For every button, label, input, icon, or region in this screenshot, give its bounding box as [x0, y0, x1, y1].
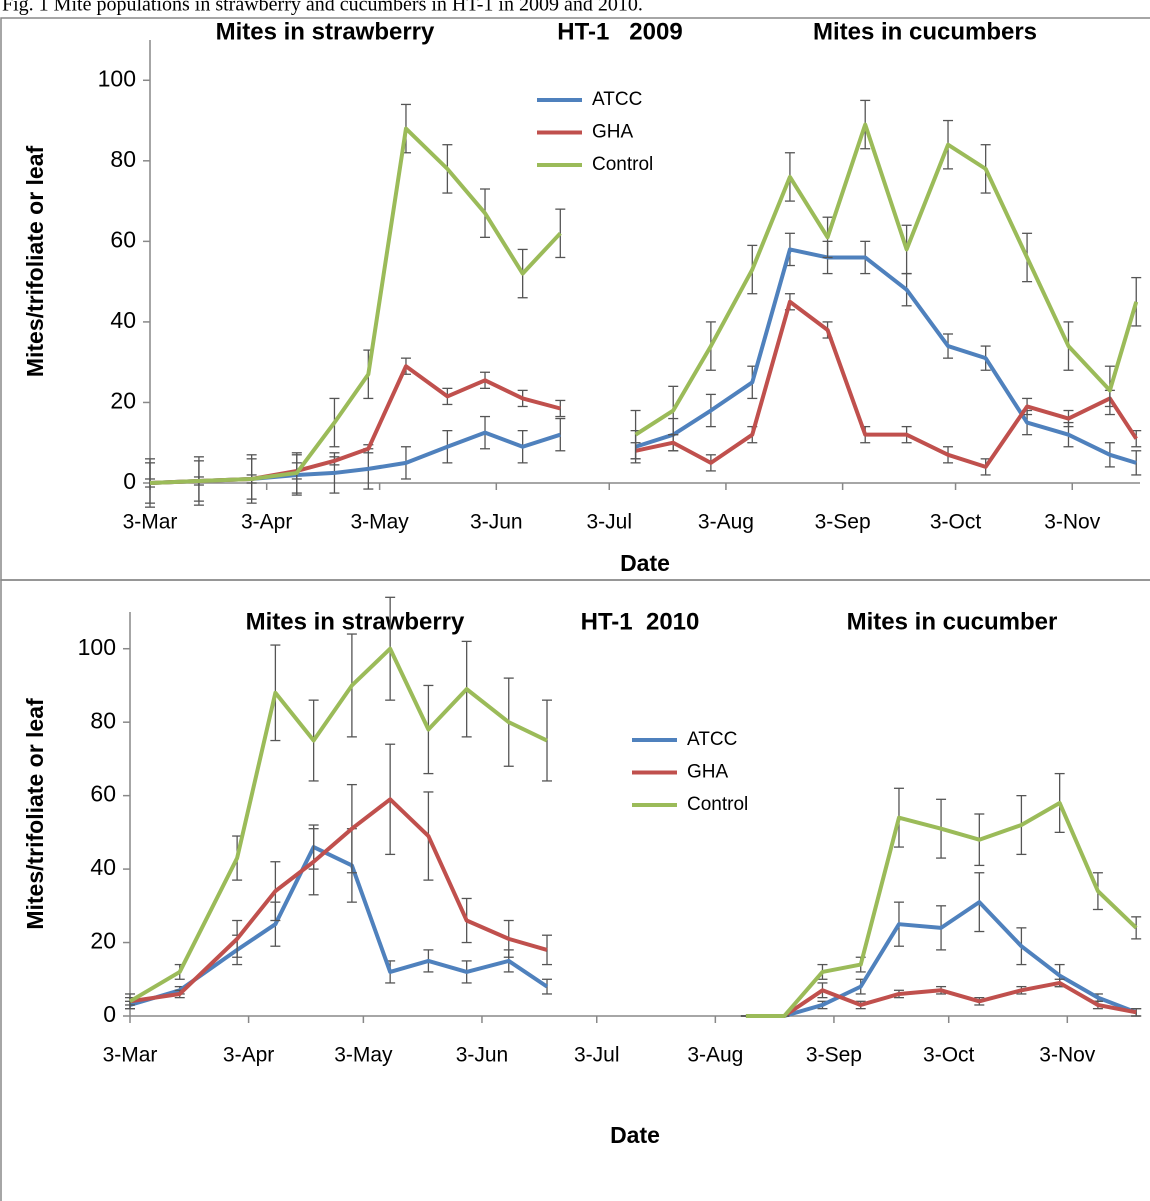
x-tick-label: 3-Mar: [123, 511, 178, 534]
x-axis-label: Date: [610, 1122, 660, 1148]
y-tick-label: 100: [98, 65, 136, 91]
x-tick-label: 3-Jun: [456, 1044, 509, 1067]
x-tick-label: 3-Oct: [923, 1044, 975, 1067]
x-tick-label: 3-Jul: [586, 511, 632, 534]
panel-frame: [0, 17, 1150, 581]
panel-title: HT-1 2009: [557, 18, 682, 45]
x-tick-label: 3-Sep: [815, 511, 871, 534]
panel-frame: [0, 579, 1150, 1201]
y-tick-label: 60: [110, 226, 136, 252]
series-line: [129, 797, 1137, 1018]
legend-label: GHA: [687, 762, 729, 783]
x-tick-label: 3-May: [334, 1044, 393, 1067]
x-tick-label: 3-Sep: [806, 1044, 862, 1067]
legend-label: GHA: [592, 122, 634, 143]
caption: Fig. 1 Mite populations in strawberry an…: [2, 0, 643, 16]
y-axis-label: Mites/trifoliate or leaf: [22, 698, 48, 930]
x-tick-label: 3-Aug: [687, 1044, 743, 1067]
panel-title: HT-1 2010: [581, 608, 700, 635]
x-tick-label: 3-Jul: [574, 1044, 620, 1067]
legend-label: Control: [592, 154, 653, 175]
y-tick-label: 60: [90, 781, 116, 807]
y-tick-label: 0: [123, 468, 136, 494]
panel-title: Mites in cucumbers: [813, 18, 1037, 45]
y-tick-label: 20: [90, 928, 116, 954]
panel-title: Mites in strawberry: [246, 608, 465, 635]
x-tick-label: 3-Nov: [1044, 511, 1101, 534]
y-tick-label: 40: [110, 307, 136, 333]
y-axis-label: Mites/trifoliate or leaf: [22, 145, 48, 377]
x-axis-label: Date: [620, 550, 670, 576]
series-line: [129, 845, 1137, 1018]
x-tick-label: 3-Apr: [223, 1044, 274, 1067]
series-line: [149, 299, 1138, 485]
x-tick-label: 3-Aug: [698, 511, 754, 534]
x-tick-label: 3-Jun: [470, 511, 523, 534]
x-tick-label: 3-Nov: [1039, 1044, 1096, 1067]
x-tick-label: 3-Mar: [103, 1044, 158, 1067]
legend-label: ATCC: [592, 89, 642, 110]
series-line: [128, 646, 1138, 1018]
x-tick-label: 3-May: [350, 511, 409, 534]
panel-title: Mites in strawberry: [216, 18, 435, 45]
y-tick-label: 0: [103, 1001, 116, 1027]
y-tick-label: 80: [90, 707, 116, 733]
y-tick-label: 40: [90, 854, 116, 880]
legend-label: Control: [687, 794, 748, 815]
x-tick-label: 3-Apr: [241, 511, 292, 534]
x-tick-label: 3-Oct: [930, 511, 982, 534]
y-tick-label: 80: [110, 146, 136, 172]
panel-title: Mites in cucumber: [847, 608, 1058, 635]
legend-label: ATCC: [687, 729, 737, 750]
y-tick-label: 100: [78, 634, 116, 660]
series-line: [149, 122, 1139, 485]
y-tick-label: 20: [110, 388, 136, 414]
